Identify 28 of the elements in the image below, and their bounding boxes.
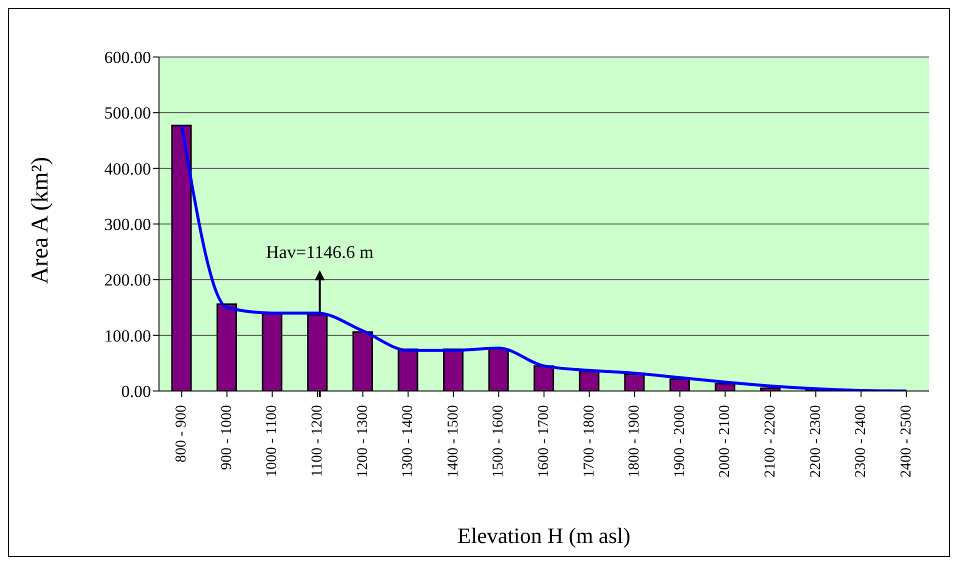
x-tick-label: 1600 - 1700 [536, 405, 552, 478]
y-tick-label: 600.00 [104, 48, 151, 68]
annotation: Hav=1146.6 m [266, 242, 374, 262]
y-tick-label: 200.00 [104, 270, 151, 290]
x-tick-label: 1900 - 2000 [672, 405, 688, 478]
x-tick-label: 2300 - 2400 [853, 405, 870, 478]
x-tick-label: 1300 - 1400 [400, 405, 416, 478]
x-tick-label: 800 - 900 [174, 405, 190, 462]
line-series [180, 124, 908, 391]
x-tick-label: 2200 - 2300 [808, 405, 824, 478]
y-tick-label: 500.00 [104, 104, 151, 123]
x-tick-label: 1100 - 1200 [310, 405, 326, 477]
x-tick-label: 1700 - 1800 [581, 405, 598, 478]
y-tick-label: 300.00 [104, 215, 151, 234]
x-tick-label: 2100 - 2200 [762, 405, 778, 478]
x-tick-label: 2400 - 2500 [898, 405, 914, 478]
x-tick-label: 1000 - 1100 [264, 405, 280, 477]
x-tick-label: 900 - 1000 [218, 405, 235, 470]
x-tick-label: 1500 - 1600 [490, 405, 507, 478]
x-tick-label: 1400 - 1500 [445, 405, 462, 478]
y-tick-label: 0.00 [121, 382, 151, 402]
y-axis-title: Area A (km²) [28, 156, 54, 284]
x-tick-label: 1800 - 1900 [626, 405, 643, 478]
x-axis-title: Elevation H (m asl) [458, 523, 630, 548]
y-tick-label: 400.00 [104, 159, 151, 178]
y-tick-label: 100.00 [104, 326, 151, 346]
x-tick-label: 2000 - 2100 [717, 405, 734, 478]
x-tick-label: 1200 - 1300 [354, 405, 371, 478]
